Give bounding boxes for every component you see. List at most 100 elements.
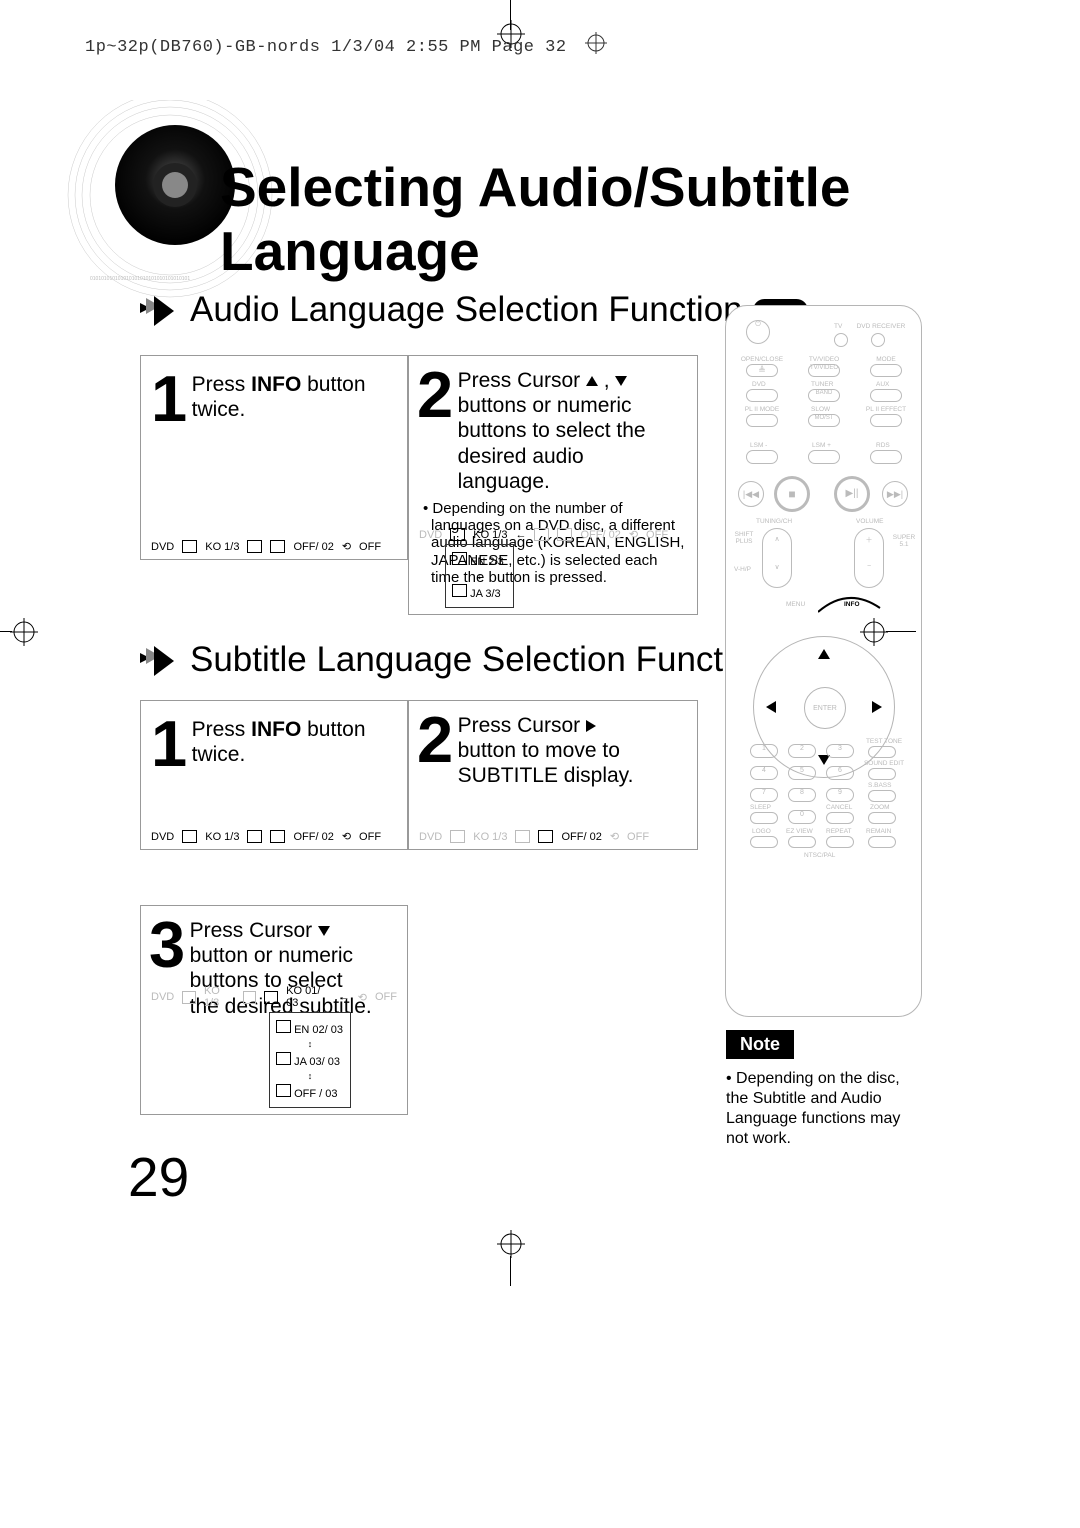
- prev-button[interactable]: |◀◀: [738, 481, 764, 507]
- osd-display: DVD KO 1/3← OFF/ 02 ⟲OFF EN 2/3 ↕ JA 3/3: [419, 528, 687, 608]
- plii-mode-button[interactable]: [746, 414, 778, 427]
- reg-mark: [886, 631, 916, 632]
- t: Press Cursor: [190, 919, 318, 942]
- t: OFF: [627, 831, 649, 843]
- subtitle-icon: [276, 1084, 291, 1097]
- step-number: 1: [151, 711, 187, 776]
- t: button: [301, 373, 365, 396]
- svg-text:010101010101010101010101010101: 010101010101010101010101010101010101: [90, 276, 190, 282]
- note-text: • Depending on the disc, the Subtitle an…: [726, 1069, 926, 1149]
- test-tone-button[interactable]: [868, 746, 896, 758]
- t: OFF / 03: [294, 1088, 337, 1100]
- osd-row: DVD KO 1/3 OFF/ 02 ⟲OFF: [151, 540, 397, 553]
- repeat-button[interactable]: [826, 836, 854, 848]
- audio-icon: [450, 528, 465, 541]
- t: OFF/ 02: [561, 831, 601, 843]
- osd-display: DVD KO 1/3 OFF/ 02 ⟲OFF: [419, 830, 687, 843]
- step-number: 2: [417, 362, 453, 427]
- cursor-up-icon: [586, 376, 598, 386]
- tv-video-button[interactable]: TV/VIDEO: [808, 364, 840, 377]
- num-3-button[interactable]: 3: [826, 744, 854, 758]
- stop-button[interactable]: ■: [774, 476, 810, 512]
- t: buttons or numeric: [458, 394, 632, 417]
- stereo-icon: [515, 830, 530, 843]
- section-audio-title: Audio Language Selection Function DVD: [140, 290, 808, 330]
- rds-button[interactable]: [870, 450, 902, 464]
- dvd-button[interactable]: [746, 389, 778, 402]
- label: SHIFT PLUS: [730, 531, 758, 545]
- label: TUNING/CH: [756, 518, 792, 525]
- num-5-button[interactable]: 5: [788, 766, 816, 780]
- volume-rocker[interactable]: ＋−: [854, 528, 884, 588]
- num-0-button[interactable]: 0: [788, 810, 816, 824]
- stereo-icon: [243, 991, 257, 1004]
- note-badge: Note: [726, 1030, 794, 1059]
- label: MODE: [864, 356, 908, 363]
- play-pause-button[interactable]: ▶||: [834, 476, 870, 512]
- arrow-updown-icon: ↕: [452, 571, 507, 581]
- section-bullet-icon: [140, 645, 180, 675]
- t: JA 3/3: [470, 588, 501, 600]
- arrow-updown-icon: ↕: [276, 1071, 344, 1081]
- section-bullet-icon: [140, 295, 180, 325]
- stereo-icon: [247, 540, 262, 553]
- step-subtitle-2: 2 Press Cursor button to move to SUBTITL…: [408, 700, 698, 850]
- t: OFF/ 02: [580, 529, 620, 541]
- label: RDS: [876, 442, 890, 449]
- open-close-button[interactable]: ≜: [746, 364, 778, 377]
- next-button[interactable]: ▶▶|: [882, 481, 908, 507]
- enter-button[interactable]: ENTER: [804, 687, 846, 729]
- sbass-button[interactable]: [868, 790, 896, 802]
- logo-button[interactable]: [750, 836, 778, 848]
- label: LOGO: [752, 828, 771, 835]
- tuning-rocker[interactable]: ∧∨: [762, 528, 792, 588]
- lang-option: EN 2/3: [452, 552, 507, 568]
- num-6-button[interactable]: 6: [826, 766, 854, 780]
- t: Press Cursor: [458, 369, 586, 392]
- label: SUPER 5.1: [888, 534, 920, 548]
- cancel-button[interactable]: [826, 812, 854, 824]
- header-filename: 1p~32p(DB760)-GB-nords 1/3/04 2:55 PM Pa…: [85, 32, 607, 61]
- t: KO 01/ 03: [286, 985, 331, 1009]
- step-audio-1: 1 Press INFO button twice. DVD KO 1/3 OF…: [140, 355, 408, 560]
- num-2-button[interactable]: 2: [788, 744, 816, 758]
- zoom-button[interactable]: [868, 812, 896, 824]
- t: OFF: [359, 541, 381, 553]
- ezview-button[interactable]: [788, 836, 816, 848]
- audio-icon: [182, 830, 197, 843]
- num-1-button[interactable]: 1: [750, 744, 778, 758]
- osd-row: DVD KO 1/3 OFF/ 02 ⟲OFF: [419, 830, 687, 843]
- plii-effect-button[interactable]: [870, 414, 902, 427]
- num-4-button[interactable]: 4: [750, 766, 778, 780]
- t: button to move to: [458, 739, 620, 762]
- t: KO 1/3: [473, 831, 507, 843]
- tv-select-button[interactable]: [834, 333, 848, 347]
- num-9-button[interactable]: 9: [826, 788, 854, 802]
- osd-display: DVD KO 1/3 OFF/ 02 ⟲OFF: [151, 540, 397, 553]
- remain-button[interactable]: [868, 836, 896, 848]
- label: LSM -: [750, 442, 767, 449]
- power-button[interactable]: ⏻: [746, 320, 770, 344]
- num-7-button[interactable]: 7: [750, 788, 778, 802]
- receiver-select-button[interactable]: [871, 333, 885, 347]
- t: Press: [192, 718, 252, 741]
- tuner-band-button[interactable]: BAND: [808, 389, 840, 402]
- label: SOUND EDIT: [862, 760, 906, 767]
- reg-mark: [510, 1256, 511, 1286]
- sound-edit-button[interactable]: [868, 768, 896, 780]
- subtitle-icon: [276, 1020, 291, 1033]
- label: V-H/P: [734, 566, 751, 573]
- mode-button[interactable]: [870, 364, 902, 377]
- lsm-minus-button[interactable]: [746, 450, 778, 464]
- label: CANCEL: [826, 804, 852, 811]
- subtitle-icon: [270, 540, 285, 553]
- slow-most-button[interactable]: MO/ST: [808, 414, 840, 427]
- arrow-updown-icon: ↕: [276, 1039, 344, 1049]
- t: DVD: [151, 541, 174, 553]
- sleep-button[interactable]: [750, 812, 778, 824]
- aux-button[interactable]: [870, 389, 902, 402]
- step-text: Press Cursor , buttons or numeric button…: [458, 368, 678, 494]
- arrow-left-icon: ←: [515, 529, 526, 541]
- lsm-plus-button[interactable]: [808, 450, 840, 464]
- num-8-button[interactable]: 8: [788, 788, 816, 802]
